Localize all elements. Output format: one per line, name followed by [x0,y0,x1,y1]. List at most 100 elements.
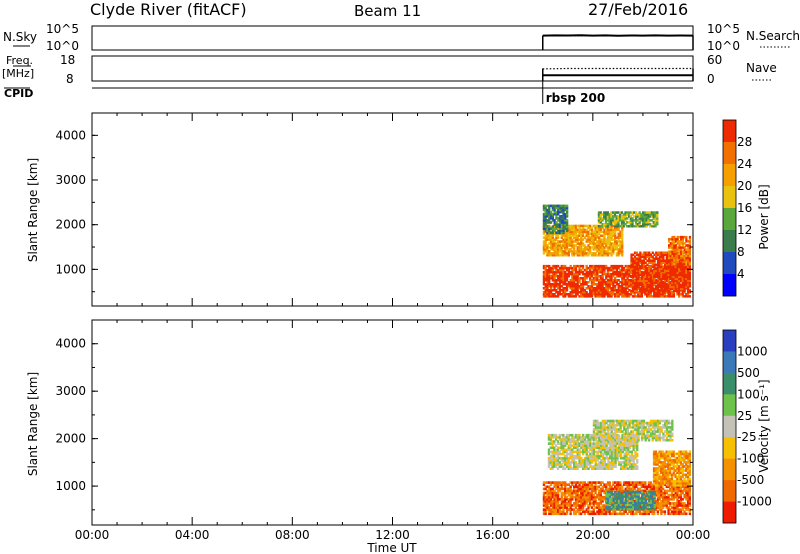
velocity-cell [599,487,602,491]
power-cell [635,283,638,287]
power-cell [674,287,677,291]
velocity-cell [576,510,579,513]
velocity-cell [626,483,629,486]
power-cell [688,277,691,281]
power-cell [662,266,665,270]
power-cell [589,266,592,270]
power-cell [669,250,672,253]
power-cell [610,268,613,272]
power-cell [621,228,624,232]
velocity-cell [603,444,606,447]
power-cell [612,250,615,253]
power-cell [610,272,613,276]
power-cell [687,258,690,262]
velocity-cell [581,485,585,489]
power-cell [671,237,674,241]
power-cell [617,254,620,257]
velocity-cell [651,501,655,504]
power-cell [557,252,560,255]
power-cell [671,256,674,260]
velocity-cell [583,444,587,447]
power-cell [546,270,549,274]
velocity-cell [614,446,617,450]
velocity-cell [630,492,633,496]
power-cell [573,226,576,230]
power-cell [653,277,656,281]
velocity-cell [573,491,576,495]
velocity-cell [555,444,558,447]
power-cell [551,244,554,247]
velocity-cell [646,512,649,516]
velocity-cell [676,510,679,513]
power-cell [548,275,551,278]
power-cell [598,248,601,251]
power-cell [671,258,674,262]
power-cell [658,257,661,260]
velocity-cell [633,485,636,489]
power-cell [551,252,554,255]
power-cell [548,231,551,235]
power-cell [679,263,683,267]
velocity-cell [592,432,596,436]
power-cell [581,277,585,280]
power-cell [676,252,679,256]
power-cell [649,287,653,291]
power-cell [599,254,602,257]
power-cell [660,287,663,291]
velocity-cell [612,495,615,498]
velocity-cell [594,428,597,431]
power-cell [678,277,681,281]
power-cell [626,272,629,276]
velocity-cell [596,456,599,460]
power-cell [681,267,684,271]
power-cell [606,293,610,296]
velocity-cell [632,497,635,500]
velocity-cell [567,459,570,462]
velocity-cell [546,506,549,509]
power-cell [676,256,679,260]
power-cell [553,264,556,268]
power-cell [557,254,560,257]
power-cell [551,248,554,251]
velocity-cell [626,505,630,509]
velocity-cell [632,448,635,452]
velocity-cell [628,450,632,454]
power-cell [587,250,590,253]
power-cell [544,279,547,282]
power-cell [614,289,617,292]
velocity-cell [569,493,572,497]
power-cell [673,242,676,245]
velocity-cell [610,446,614,450]
velocity-cell [621,505,624,509]
velocity-cell [553,459,556,462]
power-cell [542,279,546,282]
power-cell [549,289,553,292]
velocity-cell [606,481,610,484]
velocity-cell [590,483,594,486]
velocity-cell [601,454,605,458]
power-cell [633,261,637,264]
power-cell [674,285,677,289]
velocity-cell [565,440,569,443]
power-cell [573,295,576,298]
power-cell [553,272,556,276]
velocity-cell [681,506,684,509]
velocity-cell [601,452,605,456]
power-cell [605,228,608,232]
power-cell [569,236,572,239]
power-cell [631,295,635,298]
power-cell [605,242,608,245]
velocity-cell [555,456,558,460]
power-cell [632,259,635,262]
power-cell [621,264,624,268]
velocity-cell [587,512,590,516]
velocity-cell [676,506,679,509]
power-cell [612,283,615,286]
power-cell [647,213,650,216]
power-cell [676,287,679,290]
power-cell [685,265,688,269]
velocity-cell [578,500,581,503]
power-cell [581,248,585,251]
velocity-cell [612,492,615,496]
velocity-cell [562,506,565,509]
